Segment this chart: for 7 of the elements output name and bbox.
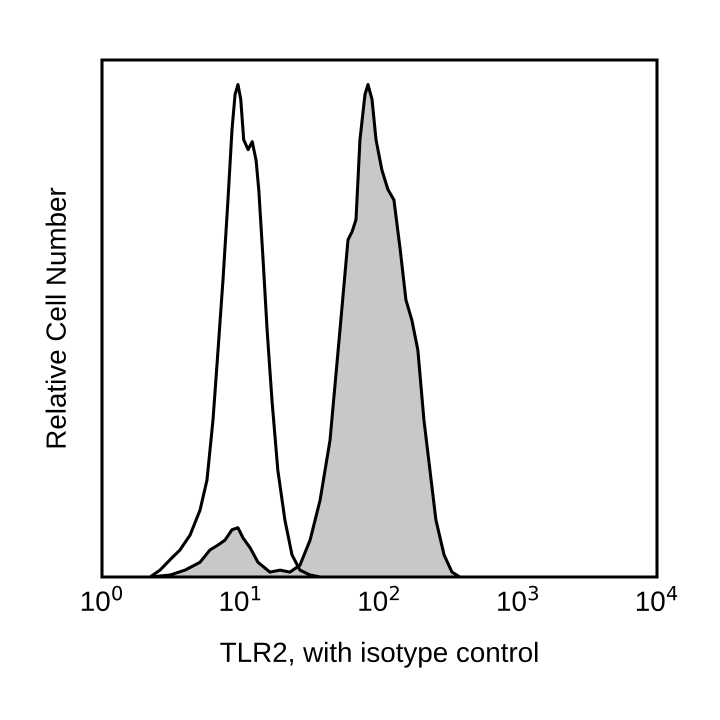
x-tick-label: 10$^{3}$ — [498, 586, 538, 612]
y-axis-title: Relative Cell Number — [46, 188, 66, 448]
x-tick-label: 10$^{4}$ — [636, 586, 678, 612]
x-axis-title: TLR2, with isotype control — [220, 642, 538, 668]
x-tick-label: 10$^{2}$ — [359, 586, 399, 612]
x-tick-label: 10$^{1}$ — [220, 586, 260, 612]
x-tick-label: 10$^{0}$ — [82, 586, 122, 612]
